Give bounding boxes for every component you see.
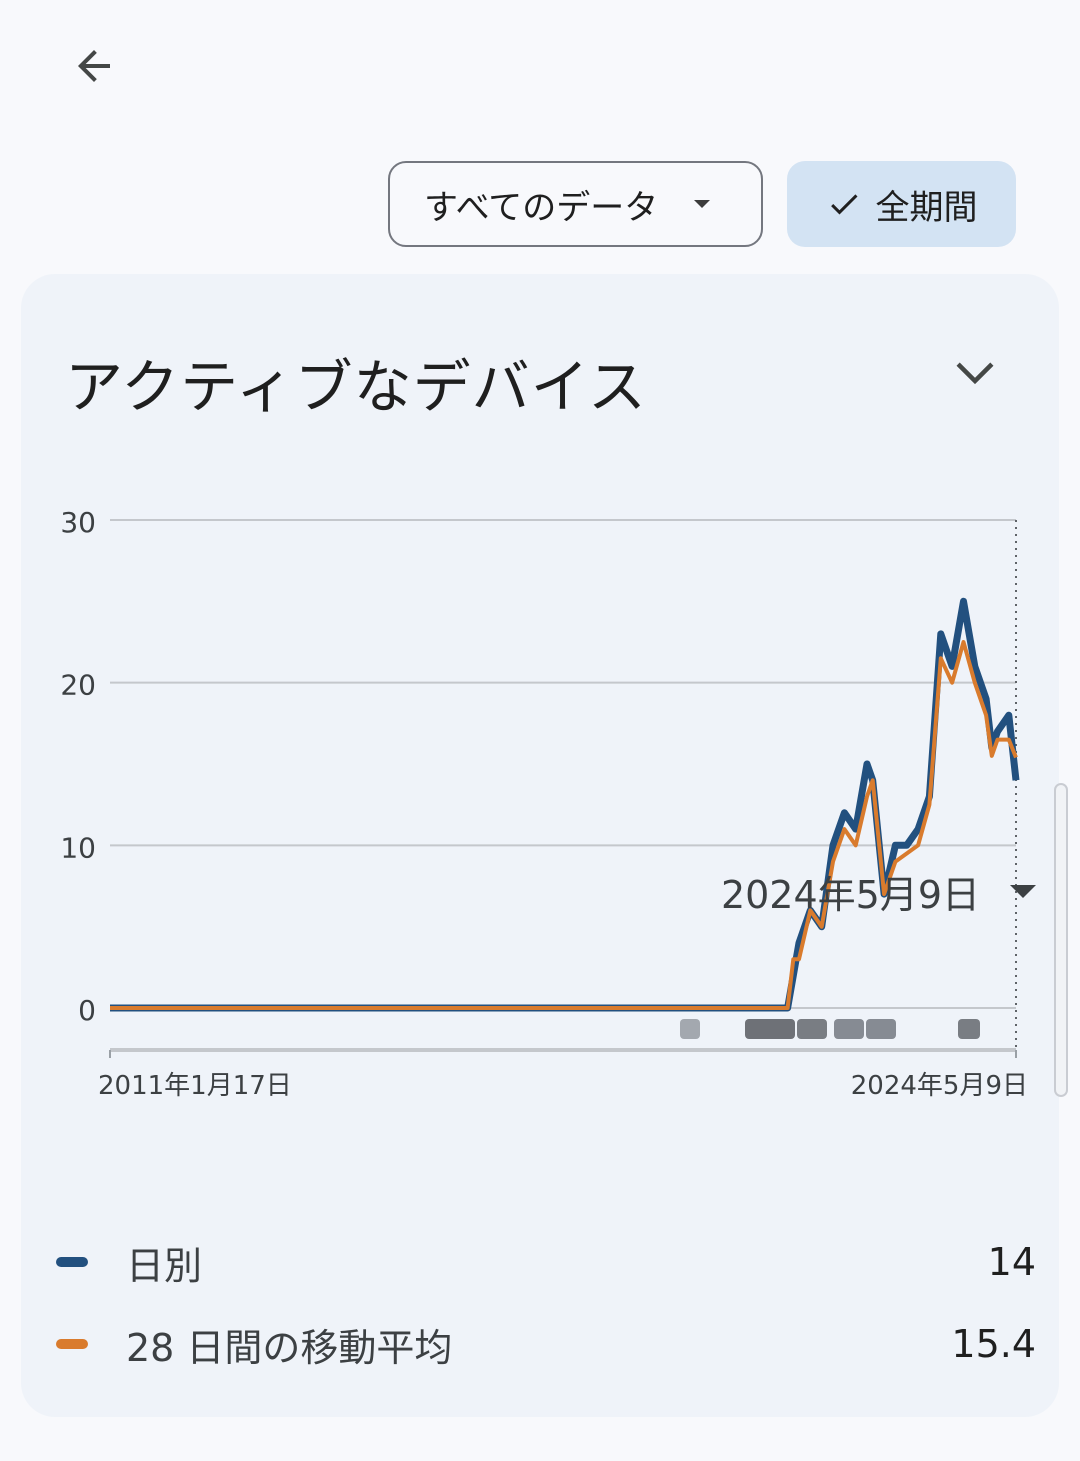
data-filter-label: すべてのデータ	[424, 187, 659, 228]
legend-swatch	[56, 1257, 88, 1267]
series-line-daily	[110, 597, 1020, 1012]
back-button[interactable]	[58, 30, 130, 102]
legend-row-daily: 日別 14	[56, 1232, 1036, 1292]
chart-range-handle[interactable]	[1054, 783, 1068, 1097]
event-marker[interactable]	[958, 1019, 980, 1039]
x-tick-label: 2024年5月9日	[851, 1071, 1028, 1101]
y-tick-label: 20	[60, 669, 96, 702]
date-selector[interactable]: 2024年5月9日	[721, 864, 1036, 919]
legend-swatch	[56, 1339, 88, 1349]
card-title: アクティブなデバイス	[65, 353, 647, 421]
x-tick-label: 2011年1月17日	[98, 1071, 292, 1101]
y-tick-label: 0	[78, 994, 96, 1027]
legend-value: 15.4	[951, 1322, 1036, 1366]
legend-value: 14	[987, 1240, 1036, 1284]
event-marker[interactable]	[745, 1019, 795, 1039]
data-filter-dropdown[interactable]: すべてのデータ	[388, 161, 763, 247]
legend-row-moving-average: 28 日間の移動平均 15.4	[56, 1314, 1036, 1374]
dropdown-caret-icon	[694, 200, 711, 208]
event-marker[interactable]	[797, 1019, 827, 1039]
event-marker[interactable]	[834, 1019, 864, 1039]
period-chip-label: 全期間	[875, 187, 978, 228]
event-marker[interactable]	[680, 1019, 700, 1039]
event-marker[interactable]	[866, 1019, 896, 1039]
y-tick-label: 30	[60, 506, 96, 539]
chevron-down-icon	[956, 362, 994, 385]
period-chip[interactable]: 全期間	[787, 161, 1016, 247]
collapse-button[interactable]	[939, 336, 1011, 408]
series-line-moving-average	[110, 640, 1018, 1010]
y-tick-label: 10	[60, 831, 96, 864]
legend-label: 28 日間の移動平均	[126, 1325, 453, 1370]
arrow-back-icon	[78, 50, 110, 82]
dropdown-caret-icon	[1010, 885, 1036, 898]
check-icon	[830, 194, 857, 215]
selected-date: 2024年5月9日	[720, 873, 980, 917]
legend-label: 日別	[126, 1243, 203, 1288]
